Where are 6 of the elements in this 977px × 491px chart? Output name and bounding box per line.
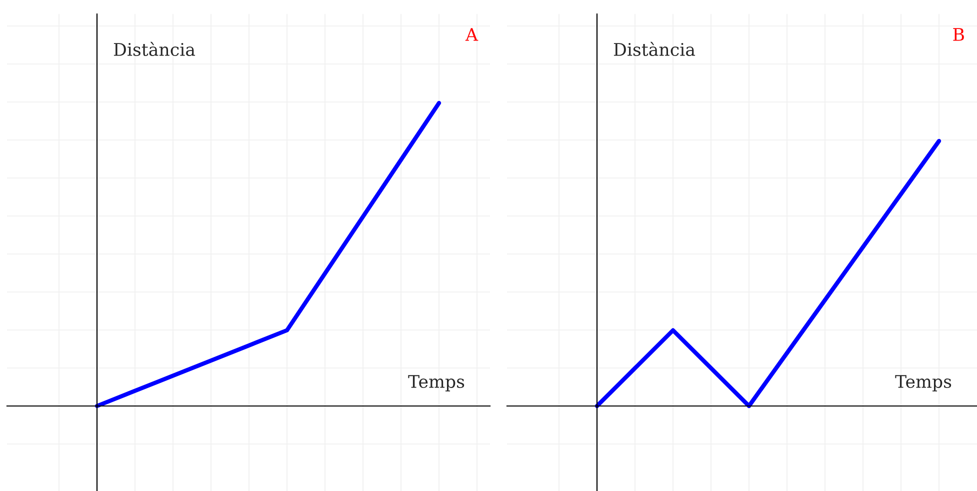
y-axis-title: Distància	[614, 42, 696, 56]
y-axis-title: Distància	[114, 42, 196, 56]
x-axis-title: Temps	[895, 375, 952, 392]
x-axis-title: Temps	[408, 375, 464, 392]
chart-title: B	[953, 28, 964, 41]
chart-title: A	[465, 28, 478, 41]
